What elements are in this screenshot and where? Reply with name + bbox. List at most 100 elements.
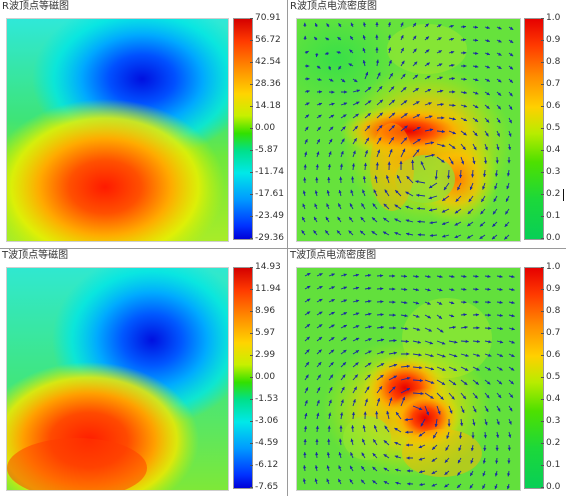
current-vector-arrowhead (453, 367, 457, 371)
current-vector-arrowhead (452, 90, 456, 94)
current-vector-arrowhead (340, 399, 344, 403)
current-vector-arrowhead (368, 350, 372, 354)
current-vector-arrowhead (472, 160, 476, 165)
current-vector-arrowhead (318, 349, 322, 353)
scale-tick: 0.5 (540, 123, 561, 133)
current-vector-arrowhead (349, 479, 353, 483)
current-vector-arrowhead (461, 409, 465, 413)
current-vector-arrowhead (367, 273, 372, 278)
current-vector-arrowhead (380, 325, 384, 329)
current-vector-arrowhead (303, 465, 307, 469)
current-vector-arrowhead (315, 452, 319, 456)
current-vector-arrowhead (356, 89, 360, 93)
current-vector-arrowhead (441, 129, 445, 134)
current-vector-arrowhead (373, 425, 377, 429)
current-vector-arrowhead (499, 313, 503, 317)
current-vector-arrowhead (451, 288, 455, 292)
r-wave-contour-scale: 70.91 56.72 42.54 28.36 14.18 0.00 -5.87… (249, 13, 287, 243)
current-vector-arrowhead (377, 149, 381, 153)
current-vector-arrowhead (497, 106, 501, 110)
current-vector-arrowhead (331, 312, 335, 315)
t-wave-contour-scale: 14.93 11.94 8.96 5.97 2.99 0.00 -1.53 -3… (249, 262, 287, 492)
current-vector-arrowhead (314, 36, 318, 41)
current-vector-arrowhead (418, 457, 423, 461)
current-vector-arrowhead (485, 132, 489, 137)
current-vector-arrowhead (507, 160, 511, 164)
current-vector-arrowhead (306, 324, 310, 328)
scale-tick: 70.91 (250, 13, 281, 23)
current-vector-arrowhead (368, 325, 372, 329)
current-vector-arrowhead (372, 466, 376, 471)
current-vector-arrowhead (314, 203, 318, 207)
current-vector-arrowhead (496, 146, 500, 151)
current-vector-arrowhead (350, 452, 354, 456)
current-vector-arrowhead (441, 221, 446, 225)
current-vector-arrowhead (389, 149, 393, 153)
current-vector-arrowhead (499, 300, 503, 304)
current-vector-arrowhead (343, 114, 347, 118)
current-vector-arrowhead (486, 65, 490, 69)
scale-tick: 0.8 (540, 306, 561, 316)
scale-tick: 0.2 (540, 189, 561, 199)
current-vector-arrowhead (463, 381, 468, 385)
current-vector-arrowhead (343, 286, 347, 290)
current-vector-arrowhead (343, 312, 347, 316)
current-vector-arrowhead (468, 198, 472, 203)
current-vector-arrowhead (510, 367, 515, 371)
current-vector-arrowhead (495, 434, 500, 438)
t-wave-current-vectors (302, 272, 515, 490)
current-vector-arrowhead (449, 410, 453, 414)
current-vector-arrowhead (474, 395, 478, 399)
current-vector-arrowhead (413, 35, 417, 40)
r-wave-current-scale: 1.0 0.9 0.8 0.7 0.6 0.5 0.4 0.3 0.2 0.1 … (540, 13, 566, 243)
current-vector-arrowhead (475, 313, 479, 317)
current-vector-arrowhead (364, 398, 368, 403)
current-vector-arrowhead (316, 412, 320, 417)
current-vector-arrowhead (482, 460, 486, 464)
current-vector-arrowhead (363, 411, 367, 415)
current-vector-arrowhead (317, 65, 321, 69)
current-vector-arrowhead (412, 22, 417, 27)
r-wave-current-colorbar (524, 18, 544, 240)
current-vector-arrowhead (430, 395, 434, 399)
current-vector-arrowhead (438, 37, 442, 41)
current-vector-arrowhead (476, 367, 480, 371)
current-vector-arrowhead (483, 447, 487, 452)
current-vector-arrowhead (442, 367, 446, 371)
current-vector-arrowhead (469, 485, 473, 489)
scale-tick: 0.6 (540, 350, 561, 360)
current-vector-arrowhead (470, 460, 474, 464)
current-vector-arrowhead (367, 362, 372, 366)
current-vector-arrowhead (463, 132, 467, 136)
current-vector-arrowhead (505, 198, 509, 202)
current-vector-arrowhead (313, 230, 317, 234)
current-vector-arrowhead (324, 51, 329, 55)
current-vector-arrowhead (325, 37, 329, 41)
current-vector-arrowhead (499, 340, 504, 344)
current-vector-arrowhead (450, 160, 454, 165)
current-vector-arrowhead (325, 216, 329, 221)
scale-tick: 0.1 (540, 460, 561, 470)
current-vector-arrowhead (463, 64, 467, 68)
current-vector-arrowhead (383, 440, 388, 444)
current-vector-arrowhead (460, 422, 464, 427)
current-vector-arrowhead (331, 286, 335, 290)
current-vector-arrowhead (405, 219, 410, 223)
current-vector-arrowhead (463, 118, 467, 122)
current-vector-arrowhead (453, 354, 458, 358)
current-vector-arrowhead (355, 286, 360, 290)
scale-tick: 0.7 (540, 79, 561, 89)
current-vector-arrowhead (511, 301, 515, 305)
current-vector-arrowhead (317, 126, 321, 131)
current-vector-arrowhead (380, 374, 384, 379)
current-vector-arrowhead (350, 465, 353, 470)
r-wave-contour-colorbar (233, 18, 253, 240)
current-vector-arrowhead (505, 210, 509, 215)
current-vector-arrowhead (305, 126, 309, 131)
current-vector-arrowhead (508, 133, 512, 137)
current-vector-arrowhead (307, 273, 311, 276)
current-vector-arrowhead (302, 203, 306, 208)
current-vector-arrowhead (420, 391, 424, 396)
current-vector-arrowhead (392, 274, 396, 278)
current-vector-arrowhead (463, 51, 467, 55)
